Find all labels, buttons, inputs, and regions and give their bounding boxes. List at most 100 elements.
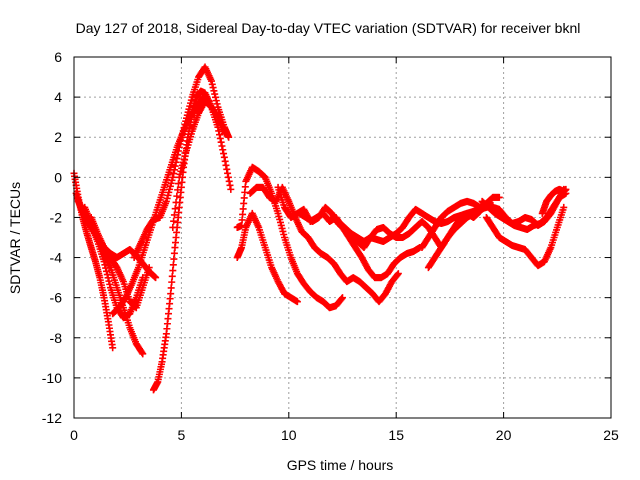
data-point (218, 142, 226, 150)
x-axis-label: GPS time / hours (287, 457, 394, 473)
data-point (169, 223, 177, 231)
series-arc-8 (149, 87, 235, 394)
x-tick-label: 0 (70, 427, 78, 443)
data-points (70, 63, 570, 394)
data-point (220, 150, 228, 158)
grid (74, 57, 611, 418)
y-tick-label: 6 (54, 49, 62, 65)
series-arc-20 (489, 185, 568, 229)
y-tick-label: 2 (54, 129, 62, 145)
x-tick-labels: 0 5 10 15 20 25 (70, 427, 619, 443)
data-point (173, 155, 181, 163)
data-point (225, 133, 233, 141)
series-arc-19 (482, 203, 568, 270)
data-point (178, 130, 186, 138)
y-tick-label: -12 (42, 410, 62, 426)
data-point (178, 133, 186, 141)
y-tick-label: -2 (50, 209, 63, 225)
data-point (104, 274, 112, 282)
series-arc-12 (246, 183, 402, 306)
plot-frame (73, 56, 612, 419)
data-point (210, 87, 218, 95)
data-point (216, 134, 224, 142)
data-point (109, 344, 117, 352)
series-arc-10 (233, 209, 301, 306)
data-point (105, 277, 113, 285)
series-arc-9 (169, 97, 228, 231)
data-point (221, 157, 229, 165)
x-tick-label: 25 (603, 427, 619, 443)
data-point (495, 193, 503, 201)
data-point (293, 298, 301, 306)
data-point (224, 173, 232, 181)
data-point (211, 90, 219, 98)
data-point (213, 100, 221, 108)
data-point (173, 192, 181, 200)
data-point (171, 205, 179, 213)
data-point (176, 140, 184, 148)
data-point (225, 177, 233, 185)
data-point (174, 147, 182, 155)
data-point (227, 185, 235, 193)
data-point (172, 158, 180, 166)
chart-title: Day 127 of 2018, Sidereal Day-to-day VTE… (76, 20, 581, 36)
series-arc-17 (424, 209, 478, 272)
data-point (208, 80, 216, 88)
y-tick-label: 0 (54, 169, 62, 185)
data-point (338, 295, 346, 303)
x-tick-label: 10 (281, 427, 297, 443)
series-arc-21 (538, 185, 570, 217)
data-point (177, 137, 185, 145)
data-point (212, 97, 220, 105)
axis-ticks (73, 56, 612, 419)
data-point (211, 93, 219, 101)
data-point (222, 161, 230, 169)
data-point (470, 209, 478, 217)
data-point (560, 203, 568, 211)
data-point (170, 170, 178, 178)
series-arc-7 (130, 63, 233, 262)
y-tick-label: -6 (50, 290, 63, 306)
data-point (207, 77, 215, 85)
data-point (101, 261, 109, 269)
data-point (174, 151, 182, 159)
data-point (562, 185, 570, 193)
y-tick-label: -10 (42, 370, 62, 386)
data-point (103, 271, 111, 279)
data-point (139, 350, 147, 358)
data-point (209, 84, 217, 92)
data-point (171, 162, 179, 170)
data-point (138, 349, 146, 357)
data-point (170, 211, 178, 219)
data-point (220, 129, 228, 137)
data-point (174, 186, 182, 194)
x-tick-label: 5 (178, 427, 186, 443)
y-tick-label: -4 (50, 250, 63, 266)
data-point (102, 267, 110, 275)
data-point (169, 173, 177, 181)
data-point (220, 153, 228, 161)
data-point (174, 180, 182, 188)
data-point (223, 165, 231, 173)
x-tick-label: 20 (496, 427, 512, 443)
series-arc-11 (233, 163, 346, 312)
data-point (394, 270, 402, 278)
y-tick-label: 4 (54, 89, 62, 105)
data-point (100, 258, 108, 266)
data-point (216, 131, 224, 139)
y-tick-label: -8 (50, 330, 63, 346)
data-point (170, 166, 178, 174)
data-point (152, 274, 160, 282)
data-point (102, 264, 110, 272)
data-point (226, 181, 234, 189)
data-point (170, 217, 178, 225)
data-point (217, 138, 225, 146)
x-tick-label: 15 (388, 427, 404, 443)
series-arc-5 (87, 213, 160, 282)
data-point (106, 280, 114, 288)
data-point (175, 143, 183, 151)
y-axis-label: SDTVAR / TECUs (7, 182, 23, 294)
y-tick-labels: -12 -10 -8 -6 -4 -2 0 2 4 6 (42, 49, 62, 426)
data-point (224, 169, 232, 177)
